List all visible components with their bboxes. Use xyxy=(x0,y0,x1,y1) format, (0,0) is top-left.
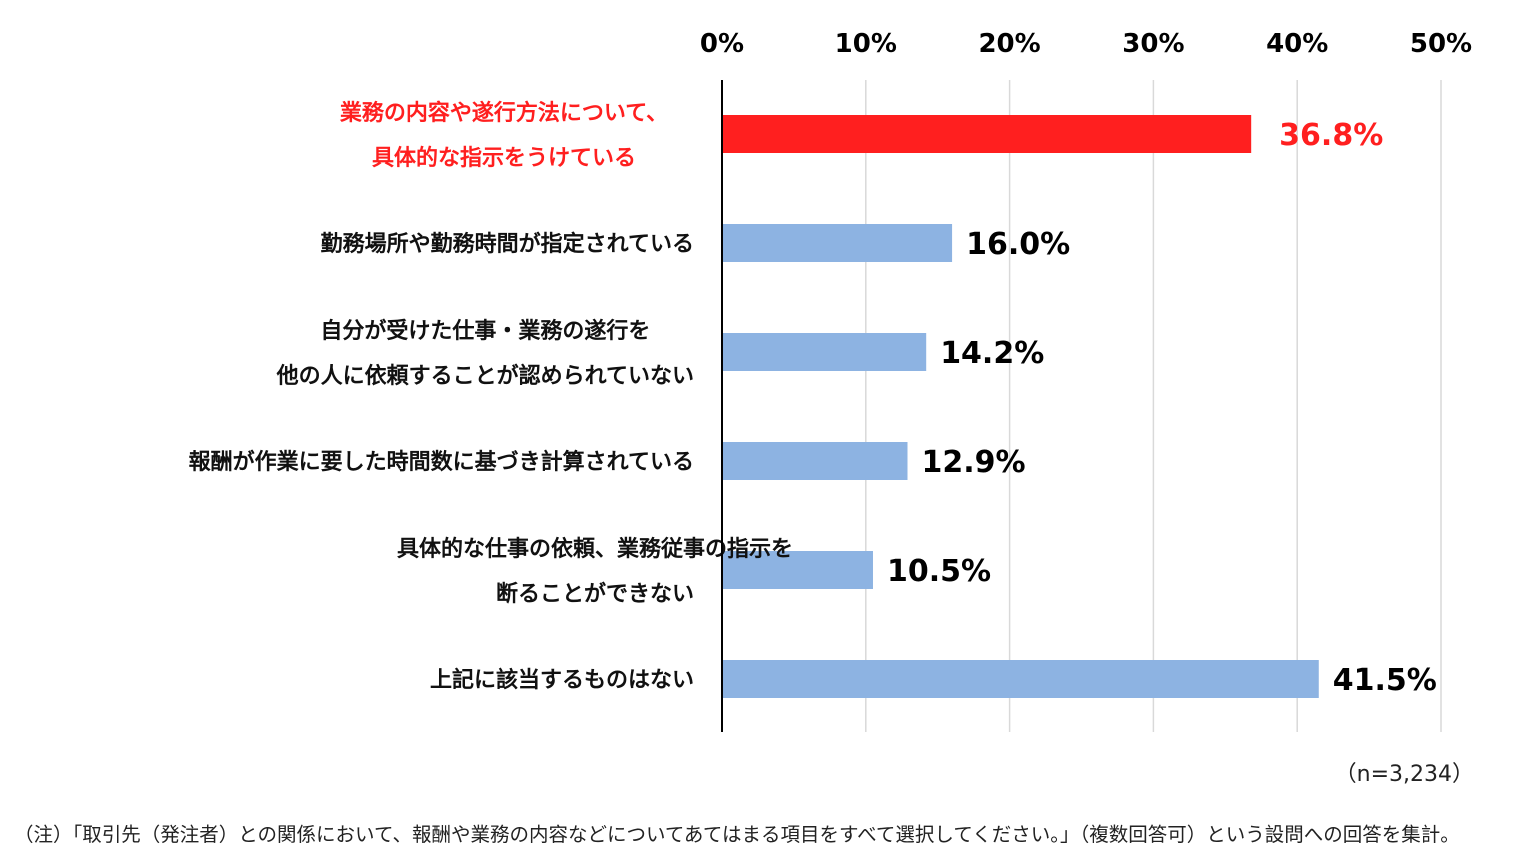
bar xyxy=(722,551,873,589)
bar xyxy=(722,442,908,480)
bar xyxy=(722,333,927,371)
value-label: 16.0% xyxy=(966,227,1070,262)
footnote: （注）「取引先（発注者）との関係において、報酬や業務の内容などについてあてはまる… xyxy=(14,823,1460,846)
category-label: 上記に該当するものはない xyxy=(430,667,694,693)
x-tick-label: 10% xyxy=(835,29,897,59)
bar xyxy=(722,660,1319,698)
x-tick-label: 50% xyxy=(1410,29,1472,59)
category-label: 具体的な指示をうけている xyxy=(372,145,636,171)
category-label: 他の人に依頼することが認められていない xyxy=(276,363,694,389)
sample-size-label: （n=3,234） xyxy=(1334,762,1474,787)
x-tick-label: 40% xyxy=(1266,29,1328,59)
x-tick-label: 30% xyxy=(1122,29,1184,59)
category-label: 自分が受けた仕事・業務の遂行を xyxy=(320,318,650,344)
x-tick-label: 0% xyxy=(700,29,744,59)
value-label: 41.5% xyxy=(1333,663,1437,698)
category-label: 勤務場所や勤務時間が指定されている xyxy=(321,231,694,257)
bar xyxy=(722,224,953,262)
category-label: 断ることができない xyxy=(496,581,694,607)
x-tick-label: 20% xyxy=(978,29,1040,59)
value-label: 36.8% xyxy=(1279,118,1383,153)
value-label: 10.5% xyxy=(887,554,991,589)
category-label: 報酬が作業に要した時間数に基づき計算されている xyxy=(189,449,694,475)
value-label: 14.2% xyxy=(940,336,1044,371)
value-label: 12.9% xyxy=(922,445,1026,480)
category-label: 業務の内容や遂行方法について、 xyxy=(340,100,668,126)
bar xyxy=(722,115,1252,153)
category-label: 具体的な仕事の依頼、業務従事の指示を xyxy=(397,536,793,562)
